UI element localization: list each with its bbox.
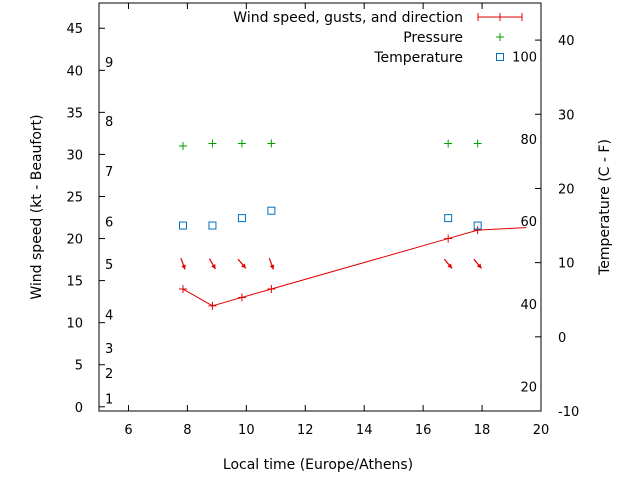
fahrenheit-label: 80: [520, 133, 537, 148]
y2-tick-label: 40: [558, 34, 575, 49]
pressure-point: [178, 142, 187, 151]
y-tick-label: 40: [66, 64, 83, 79]
wind-point: [208, 301, 217, 310]
y-tick-label: 15: [66, 275, 83, 290]
x-tick-label: 10: [238, 423, 255, 438]
pressure-point: [444, 139, 453, 148]
legend-label-temperature: Temperature: [373, 50, 463, 66]
x-axis-label: Local time (Europe/Athens): [223, 457, 413, 473]
y-tick-label: 30: [66, 148, 83, 163]
fahrenheit-label: 60: [520, 215, 537, 230]
legend-swatch-temperature: [496, 53, 504, 61]
temperature-point: [473, 221, 482, 230]
legend-pressure-marker: [496, 33, 504, 41]
beaufort-label: 3: [105, 342, 113, 357]
wind-direction-arrowhead: [269, 264, 275, 270]
y-tick-label: 0: [75, 401, 83, 416]
wind-direction-arrowhead: [241, 263, 246, 269]
beaufort-label: 4: [105, 308, 113, 323]
fahrenheit-label: 100: [512, 50, 537, 65]
temperature-point: [267, 206, 276, 215]
wind-point: [267, 285, 276, 294]
wind-point: [178, 285, 187, 294]
x-tick-label: 16: [415, 423, 432, 438]
temperature-point: [178, 221, 187, 230]
beaufort-label: 1: [105, 392, 113, 407]
y2-tick-label: 20: [558, 182, 575, 197]
y-tick-label: 45: [66, 22, 83, 37]
y-axis-label: Wind speed (kt - Beaufort): [29, 114, 45, 299]
x-tick-label: 20: [533, 423, 550, 438]
pressure-point: [473, 139, 482, 148]
legend: Wind speed, gusts, and direction Pressur…: [233, 10, 523, 66]
pressure-point: [267, 139, 276, 148]
y-tick-label: 35: [66, 106, 83, 121]
y-tick-label: 5: [75, 359, 83, 374]
temperature-point: [208, 221, 217, 230]
legend-label-wind: Wind speed, gusts, and direction: [233, 10, 463, 26]
x-tick-label: 8: [183, 423, 191, 438]
y-tick-label: 10: [66, 317, 83, 332]
x-tick-label: 18: [474, 423, 491, 438]
beaufort-label: 5: [105, 258, 113, 273]
x-tick-label: 12: [297, 423, 314, 438]
beaufort-label: 2: [105, 367, 113, 382]
y2-tick-label: 30: [558, 108, 575, 123]
wind-line: [182, 227, 527, 307]
wind-direction-arrowhead: [476, 263, 482, 269]
temperature-point: [444, 214, 453, 223]
wind-direction-arrowhead: [447, 263, 453, 269]
temperature-point: [237, 214, 246, 223]
legend-temperature-marker: [496, 53, 504, 61]
wind-direction-arrowhead: [181, 264, 186, 270]
beaufort-label: 6: [105, 216, 113, 231]
y-tick-label: 20: [66, 233, 83, 248]
pressure-point: [208, 139, 217, 148]
beaufort-label: 8: [105, 115, 113, 130]
beaufort-label: 9: [105, 56, 113, 71]
legend-swatch-wind: [477, 13, 523, 21]
wind-point: [237, 293, 246, 302]
beaufort-label: 7: [105, 165, 113, 180]
y2-tick-label: -10: [558, 405, 579, 420]
y2-tick-label: 0: [558, 331, 566, 346]
legend-label-pressure: Pressure: [403, 30, 463, 46]
wind-point: [444, 234, 453, 243]
x-tick-label: 14: [356, 423, 373, 438]
y2-tick-label: 10: [558, 257, 575, 272]
y2-axis-label: Temperature (C - F): [597, 139, 613, 276]
x-tick-label: 6: [124, 423, 132, 438]
fahrenheit-label: 20: [520, 381, 537, 396]
legend-swatch-pressure: [496, 33, 504, 41]
y-tick-label: 25: [66, 190, 83, 205]
plot-frame: [98, 2, 542, 412]
wind-point: [473, 226, 482, 235]
wind-direction-arrowhead: [211, 263, 216, 269]
fahrenheit-label: 40: [520, 298, 537, 313]
pressure-point: [237, 139, 246, 148]
